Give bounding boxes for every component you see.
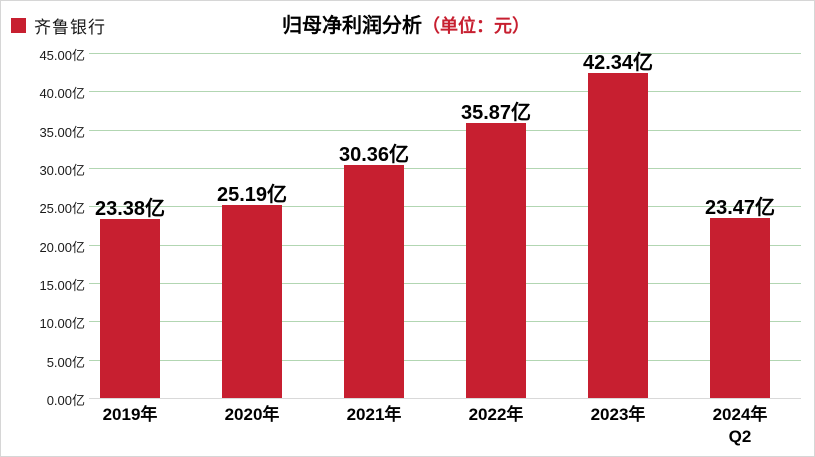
y-gridline	[89, 321, 801, 322]
bar-value-label: 23.38亿	[94, 198, 166, 220]
bar-2021年	[344, 165, 404, 398]
x-axis-category-label: 2019年	[102, 405, 158, 424]
y-gridline	[89, 360, 801, 361]
y-axis-tick-label: 30.00亿	[39, 163, 85, 178]
y-gridline	[89, 130, 801, 131]
y-axis-tick-label: 5.00亿	[46, 355, 85, 370]
y-gridline	[89, 53, 801, 54]
y-gridline	[89, 168, 801, 169]
y-axis-tick-label: 25.00亿	[39, 201, 85, 216]
chart-title-unit: （单位：元）	[422, 16, 530, 36]
y-axis-tick-label: 35.00亿	[39, 125, 85, 140]
chart-title: 归母净利润分析（单位：元）	[282, 9, 530, 38]
bar-value-label: 35.87亿	[460, 102, 532, 124]
x-axis-category-label: 2024年 Q2	[712, 405, 768, 447]
y-axis-tick-label: 15.00亿	[39, 278, 85, 293]
bar-value-label: 42.34亿	[582, 52, 654, 74]
bar-2023年	[588, 73, 648, 398]
x-axis-baseline	[89, 398, 801, 399]
bar-2022年	[466, 123, 526, 398]
chart-title-text: 归母净利润分析	[282, 15, 422, 37]
bar-2020年	[222, 205, 282, 398]
y-axis-tick-label: 40.00亿	[39, 86, 85, 101]
bar-value-label: 23.47亿	[704, 197, 776, 219]
x-axis-category-label: 2021年	[346, 405, 402, 424]
legend: 齐鲁银行	[11, 13, 106, 38]
y-axis-tick-label: 0.00亿	[46, 393, 85, 408]
x-axis-category-label: 2020年	[224, 405, 280, 424]
x-axis-category-label: 2023年	[590, 405, 646, 424]
bar-value-label: 30.36亿	[338, 144, 410, 166]
y-axis-tick-label: 10.00亿	[39, 316, 85, 331]
legend-color-swatch	[11, 18, 26, 33]
y-axis-tick-label: 20.00亿	[39, 240, 85, 255]
y-gridline	[89, 283, 801, 284]
y-gridline	[89, 245, 801, 246]
bar-2019年	[100, 219, 160, 398]
x-axis-category-label: 2022年	[468, 405, 524, 424]
y-gridline	[89, 206, 801, 207]
legend-series-label: 齐鲁银行	[34, 18, 106, 37]
bar-2024年Q2	[710, 218, 770, 398]
y-axis-tick-label: 45.00亿	[39, 48, 85, 63]
y-gridline	[89, 91, 801, 92]
bar-value-label: 25.19亿	[216, 184, 288, 206]
